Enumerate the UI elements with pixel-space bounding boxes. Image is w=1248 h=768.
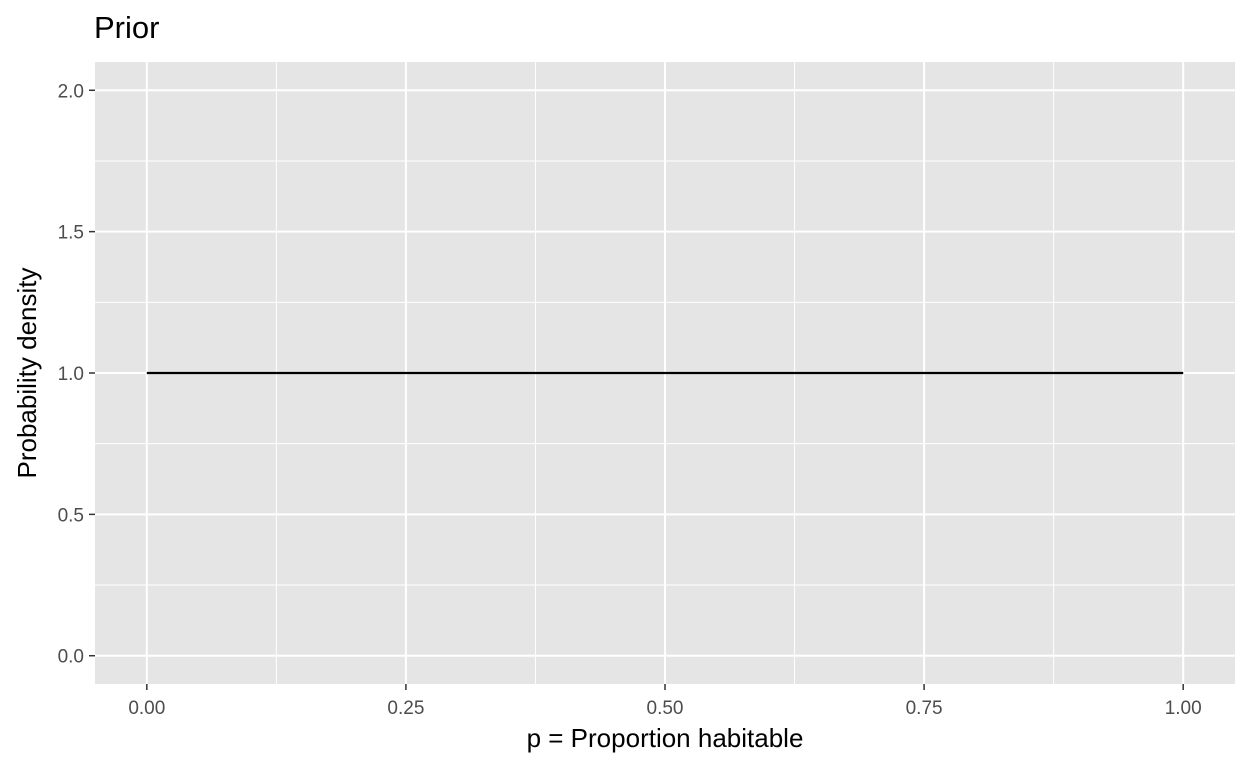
y-tick-label: 0.5 — [58, 505, 84, 526]
y-tick-label: 1.0 — [58, 364, 84, 385]
x-tick-label: 1.00 — [1165, 698, 1202, 719]
y-tick-label: 2.0 — [58, 81, 84, 102]
x-tick-label: 0.50 — [647, 698, 684, 719]
y-axis: 0.0 0.5 1.0 1.5 2.0 — [58, 81, 95, 668]
y-axis-title: Probability density — [12, 268, 42, 479]
x-axis-title: p = Proportion habitable — [527, 723, 804, 753]
y-tick-label: 1.5 — [58, 223, 84, 244]
chart-title: Prior — [94, 10, 159, 45]
x-tick-label: 0.00 — [128, 698, 165, 719]
x-tick-label: 0.25 — [387, 698, 424, 719]
y-tick-label: 0.0 — [58, 647, 84, 668]
x-tick-label: 0.75 — [906, 698, 943, 719]
x-axis: 0.00 0.25 0.50 0.75 1.00 — [128, 684, 1202, 719]
